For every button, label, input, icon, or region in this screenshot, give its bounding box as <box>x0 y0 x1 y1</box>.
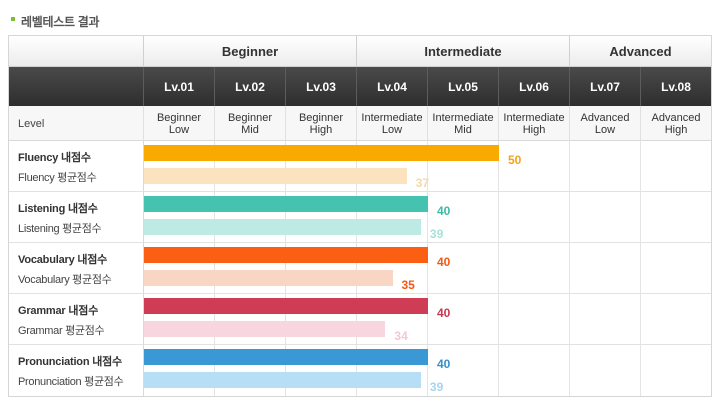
skill-my-score-label: Vocabulary 내점수 <box>18 254 108 266</box>
level-description: Beginner High <box>285 106 356 141</box>
level-description: Intermediate Low <box>356 106 427 141</box>
my-score-bar <box>144 145 499 161</box>
level-group-header: Beginner Intermediate Advanced <box>9 36 711 67</box>
skill-row: Listening 내점수 Listening 평균점수 40 39 <box>9 192 711 243</box>
section-title: 레벨테스트 결과 <box>11 12 100 30</box>
skill-my-score-label: Pronunciation 내점수 <box>18 356 122 368</box>
my-score-bar <box>144 349 428 365</box>
my-score-value: 40 <box>437 357 451 371</box>
grid-line <box>214 141 215 396</box>
skill-average-label: Listening 평균점수 <box>18 223 102 235</box>
level-code: Lv.06 <box>498 67 569 106</box>
my-score-value: 40 <box>437 204 451 218</box>
level-test-result-table: Beginner Intermediate Advanced Lv.01 Lv.… <box>8 35 712 397</box>
average-score-value: 35 <box>401 278 415 292</box>
skill-my-score-label: Fluency 내점수 <box>18 152 91 164</box>
level-code: Lv.03 <box>285 67 356 106</box>
level-code: Lv.05 <box>427 67 498 106</box>
grid-line <box>285 141 286 396</box>
skill-average-label: Pronunciation 평균점수 <box>18 376 124 388</box>
my-score-value: 40 <box>437 255 451 269</box>
skill-row: Pronunciation 내점수 Pronunciation 평균점수 40 39 <box>9 345 711 396</box>
my-score-bar <box>144 247 428 263</box>
average-score-bar <box>144 372 421 388</box>
my-score-bar <box>144 196 428 212</box>
average-score-value: 39 <box>429 227 444 241</box>
grid-line <box>569 141 570 396</box>
label-column-divider <box>143 141 144 396</box>
level-label: Level <box>18 117 45 130</box>
group-advanced: Advanced <box>569 36 711 67</box>
average-score-bar <box>144 270 393 286</box>
skill-average-label: Vocabulary 평균점수 <box>18 274 112 286</box>
level-description: Intermediate High <box>498 106 569 141</box>
grid-line <box>356 141 357 396</box>
grid-line <box>427 141 428 396</box>
group-beginner: Beginner <box>143 36 356 67</box>
skill-average-label: Fluency 평균점수 <box>18 172 97 184</box>
skill-row: Fluency 내점수 Fluency 평균점수 50 37 <box>9 141 711 192</box>
level-description: Beginner Low <box>143 106 214 141</box>
average-score-bar <box>144 168 407 184</box>
level-description: Advanced High <box>640 106 711 141</box>
level-description: Beginner Mid <box>214 106 285 141</box>
skill-my-score-label: Listening 내점수 <box>18 203 98 215</box>
level-description-row: Level Beginner Low Beginner Mid Beginner… <box>9 106 711 141</box>
level-code: Lv.04 <box>356 67 427 106</box>
level-description: Advanced Low <box>569 106 640 141</box>
bullet-icon <box>11 17 15 21</box>
my-score-value: 50 <box>508 153 522 167</box>
average-score-value: 37 <box>415 176 430 190</box>
level-description: Intermediate Mid <box>427 106 498 141</box>
level-code-header: Lv.01 Lv.02 Lv.03 Lv.04 Lv.05 Lv.06 Lv.0… <box>9 67 711 106</box>
level-code: Lv.02 <box>214 67 285 106</box>
my-score-value: 40 <box>437 306 451 320</box>
skill-row: Grammar 내점수 Grammar 평균점수 40 34 <box>9 294 711 345</box>
level-code: Lv.01 <box>143 67 214 106</box>
skill-row: Vocabulary 내점수 Vocabulary 평균점수 40 35 <box>9 243 711 294</box>
skill-average-label: Grammar 평균점수 <box>18 325 105 337</box>
level-code: Lv.07 <box>569 67 640 106</box>
grid-line <box>640 141 641 396</box>
section-title-text: 레벨테스트 결과 <box>21 14 100 29</box>
my-score-bar <box>144 298 428 314</box>
group-intermediate: Intermediate <box>356 36 569 67</box>
average-score-bar <box>144 321 386 337</box>
average-score-value: 34 <box>394 329 408 343</box>
average-score-value: 39 <box>429 380 444 394</box>
skill-my-score-label: Grammar 내점수 <box>18 305 99 317</box>
grid-line <box>498 141 499 396</box>
level-code: Lv.08 <box>640 67 711 106</box>
average-score-bar <box>144 219 421 235</box>
